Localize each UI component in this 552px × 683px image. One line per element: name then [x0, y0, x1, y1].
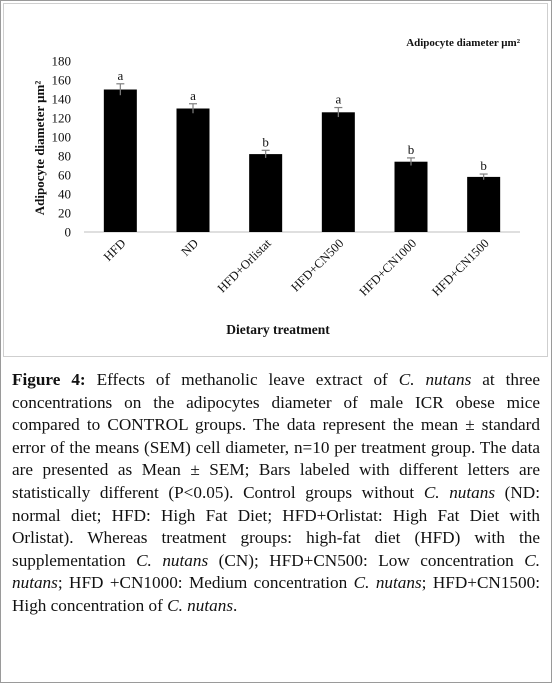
- bar: [394, 161, 428, 232]
- chart-area: [3, 3, 548, 357]
- bar: [176, 108, 210, 232]
- caption-text: ; HFD +CN1000: Medium concentration: [57, 573, 354, 593]
- significance-letter: a: [335, 92, 341, 107]
- bar: [103, 89, 137, 232]
- species-name: C. nutans: [398, 370, 472, 389]
- figure-caption: Figure 4: Effects of methanolic leave ex…: [12, 369, 540, 618]
- species-name: C. nutans: [353, 573, 422, 593]
- significance-letter: b: [408, 142, 415, 157]
- y-tick-label: 140: [52, 92, 72, 107]
- y-tick-label: 20: [58, 206, 71, 221]
- caption-label: Figure 4:: [12, 370, 86, 389]
- caption-text: at three concentrations on the adipocyte…: [12, 370, 540, 502]
- significance-letter: b: [262, 134, 269, 149]
- bar: [467, 176, 501, 232]
- caption-text: .: [233, 595, 238, 615]
- x-tick-label: HFD+CN1500: [429, 236, 492, 299]
- caption-text: (CN); HFD+CN500: Low concentration: [208, 550, 525, 570]
- y-tick-label: 60: [58, 168, 71, 183]
- y-tick-label: 160: [52, 73, 72, 88]
- x-tick-label: HFD+CN500: [288, 236, 346, 294]
- y-tick-label: 40: [58, 187, 71, 202]
- significance-letter: a: [190, 88, 196, 103]
- species-name: C. nutans: [167, 595, 234, 615]
- significance-letter: a: [117, 68, 123, 83]
- x-tick-label: HFD: [101, 236, 129, 264]
- y-tick-label: 180: [52, 54, 72, 69]
- bar-chart: Adipocyte diameter μm² Adipocyte diamete…: [32, 37, 521, 337]
- y-tick-label: 80: [58, 149, 71, 164]
- species-name: C. nutans: [136, 550, 209, 570]
- legend-label: Adipocyte diameter μm²: [406, 37, 521, 49]
- caption-text: Effects of methanolic leave extract of: [85, 370, 399, 389]
- bar: [249, 154, 283, 232]
- x-tick-label: ND: [178, 236, 201, 259]
- significance-letter: b: [480, 158, 487, 173]
- y-tick-label: 120: [52, 111, 72, 126]
- caption-text: ; HFD+CN1500: High concentration of: [12, 573, 540, 615]
- y-tick-label: 100: [52, 130, 72, 145]
- bar: [321, 112, 355, 232]
- caption-text: (ND: normal diet; HFD: High Fat Diet; HF…: [12, 482, 540, 570]
- x-tick-label: HFD+Orlistat: [215, 236, 274, 295]
- x-axis-label: Dietary treatment: [226, 322, 330, 337]
- x-tick-label: HFD+CN1000: [357, 236, 420, 299]
- y-axis-label: Adipocyte diameter μm²: [32, 81, 47, 216]
- species-name: C. nutans: [423, 482, 496, 502]
- y-tick-label: 0: [65, 225, 72, 240]
- species-name: C. nutans: [12, 550, 540, 593]
